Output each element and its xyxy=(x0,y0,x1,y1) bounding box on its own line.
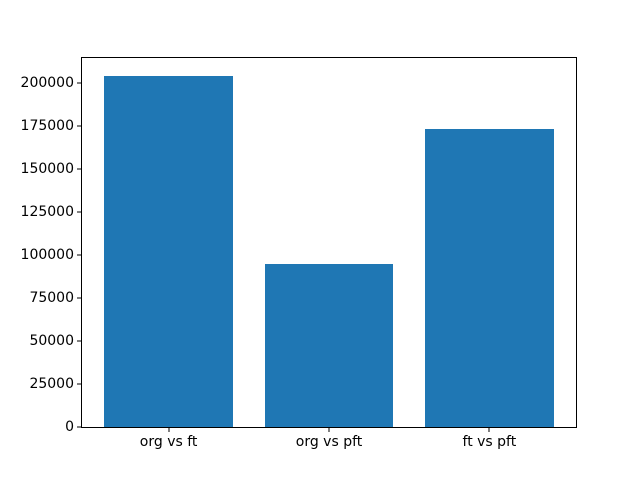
y-tick-mark xyxy=(77,125,82,127)
y-tick-label: 150000 xyxy=(20,160,74,177)
y-tick-mark xyxy=(77,340,82,342)
x-tick-mark xyxy=(168,427,170,432)
y-tick-mark xyxy=(77,211,82,213)
bars-layer xyxy=(82,58,576,427)
y-tick-label: 50000 xyxy=(29,333,74,349)
y-tick-mark xyxy=(77,426,82,428)
plot-area: 0 25000 50000 75000 100000 125000 150000 175000… xyxy=(21,57,577,449)
x-tick-mark xyxy=(488,427,490,432)
x-axis: org vs ft org vs pft ft vs pft xyxy=(82,58,576,449)
x-tick-mark xyxy=(328,427,330,432)
y-axis: 0 25000 50000 75000 100000 125000 150000 175000… xyxy=(21,58,576,434)
y-tick-label: 75000 xyxy=(29,289,74,306)
x-tick-label: org vs ft xyxy=(139,434,198,450)
y-tick-label: 100000 xyxy=(20,246,74,263)
y-tick-mark xyxy=(77,383,82,385)
bar xyxy=(104,76,233,427)
y-tick-label: 25000 xyxy=(29,376,74,392)
bar xyxy=(425,129,554,427)
x-tick-label: ft vs pft xyxy=(462,434,517,450)
y-tick-mark xyxy=(77,168,82,170)
y-tick-label: 0 xyxy=(65,419,74,435)
y-tick-label: 125000 xyxy=(20,203,74,220)
y-tick-mark xyxy=(77,82,82,84)
y-tick-label: 200000 xyxy=(20,74,74,91)
y-tick-mark xyxy=(77,254,82,256)
bar xyxy=(264,263,394,427)
y-tick-mark xyxy=(77,297,82,299)
x-tick-label: org vs pft xyxy=(295,434,363,450)
y-tick-label: 175000 xyxy=(20,117,74,134)
